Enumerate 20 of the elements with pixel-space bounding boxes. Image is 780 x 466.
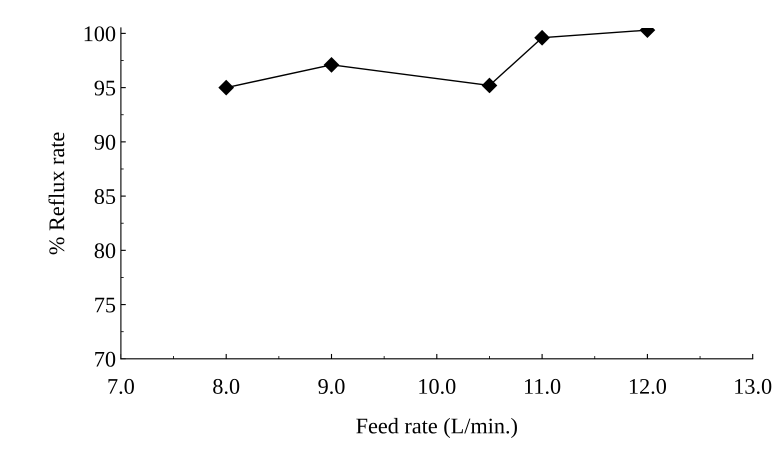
y-tick-label: 100 — [84, 26, 116, 42]
y-axis-title: % Reflux rate — [48, 132, 64, 254]
y-tick-label: 80 — [94, 243, 116, 258]
x-tick-label: 11.0 — [525, 378, 560, 394]
x-tick-label: 9.0 — [318, 378, 345, 394]
y-tick-label: 70 — [95, 352, 116, 367]
y-tick-label: 95 — [94, 80, 116, 96]
x-tick-label: 10.0 — [419, 378, 456, 394]
point — [534, 30, 550, 46]
x-tick-label: 7.0 — [108, 378, 134, 394]
point — [218, 80, 234, 96]
x-tick-label: 12.0 — [630, 378, 666, 394]
y-tick-label: 85 — [94, 189, 116, 204]
point — [324, 57, 340, 72]
x-tick-label: 8.0 — [213, 378, 240, 394]
y-tick-label: 90 — [94, 134, 116, 150]
x-tick-label: 13.0 — [735, 378, 772, 394]
y-tick-label: 75 — [95, 298, 116, 313]
point — [482, 78, 498, 94]
x-axis-title: Feed rate (L/min.) — [356, 418, 517, 438]
